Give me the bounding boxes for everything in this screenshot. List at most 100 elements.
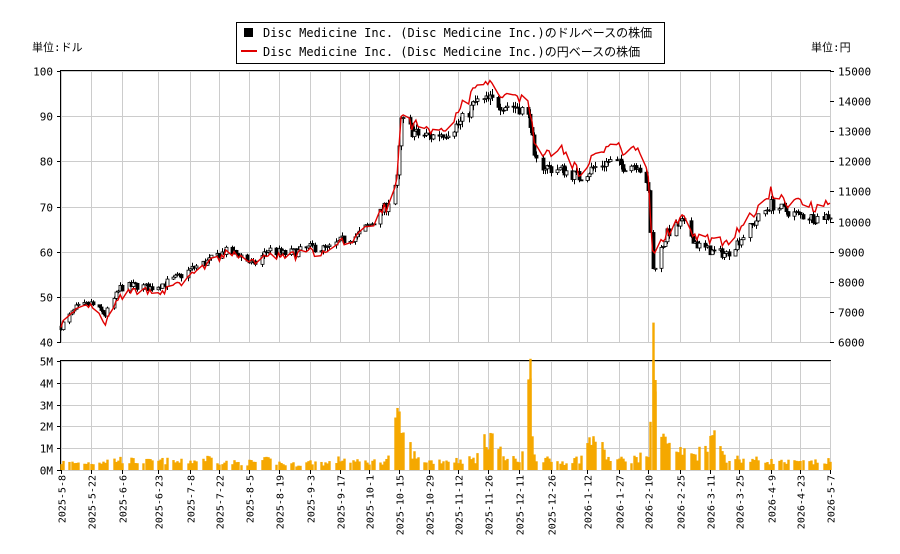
x-tick-label: 2025-12-26 — [548, 475, 559, 535]
volume-bar — [683, 448, 686, 470]
volume-bar — [189, 460, 192, 470]
volume-bar — [275, 464, 278, 470]
volume-bar — [98, 462, 101, 470]
volume-bar — [161, 457, 164, 470]
candle-body — [801, 214, 806, 220]
candle-body — [76, 303, 81, 306]
volume-bar — [795, 460, 798, 470]
y-right-tick-label: 15000 — [838, 66, 871, 79]
candle-body — [619, 158, 624, 166]
volume-bar — [491, 433, 494, 470]
volume-bar — [314, 461, 317, 470]
volume-bar — [102, 461, 105, 470]
candle-body — [621, 164, 626, 172]
x-tick-label: 2025-6-6 — [119, 475, 130, 523]
x-tick-label: 2025-9-3 — [307, 475, 318, 523]
volume-bar — [358, 461, 361, 470]
volume-bar — [307, 461, 310, 470]
volume-bar — [432, 463, 435, 470]
volume-bar — [142, 463, 145, 470]
volume-bar — [373, 459, 376, 470]
candle-body — [777, 208, 782, 211]
volume-bar — [151, 460, 154, 470]
y-right-tick-label: 10000 — [838, 217, 871, 230]
legend: Disc Medicine Inc. (Disc Medicine Inc.)の… — [236, 22, 665, 64]
volume-bar — [755, 456, 758, 470]
candle-body — [131, 282, 136, 287]
volume-bar — [622, 458, 625, 470]
volume-bar — [749, 461, 752, 470]
volume-bar — [662, 433, 665, 470]
volume-bar — [580, 455, 583, 470]
volume-bar — [413, 451, 416, 470]
candle-body — [291, 248, 296, 251]
candle-body — [194, 265, 199, 269]
volume-bar — [645, 456, 648, 470]
candle-body — [260, 255, 265, 265]
volume-bar — [438, 459, 441, 470]
volume-bar — [385, 458, 388, 470]
volume-bar — [814, 459, 817, 470]
volume-bar — [447, 461, 450, 470]
volume-bar — [147, 458, 150, 470]
volume-bar — [430, 460, 433, 470]
volume-bar — [793, 460, 796, 470]
x-tick-label: 2025-10-29 — [426, 475, 437, 535]
volume-bar — [489, 432, 492, 470]
volume-bar — [639, 452, 642, 470]
volume-bar — [571, 463, 574, 470]
volume-bar — [461, 463, 464, 470]
y-volume-tick-label: 2M — [40, 421, 54, 434]
candle-body — [490, 94, 495, 98]
volume-bar — [400, 432, 403, 470]
volume-bar — [335, 463, 338, 470]
candle-body — [712, 249, 717, 252]
volume-bar — [352, 460, 355, 470]
candle-body — [549, 166, 554, 174]
candle-body — [67, 313, 72, 323]
candle-body — [520, 107, 525, 115]
volume-bar — [309, 460, 312, 470]
volume-bar — [263, 457, 266, 470]
volume-bar — [145, 458, 148, 470]
volume-bar — [90, 463, 93, 470]
candle-body — [653, 267, 658, 270]
volume-bar — [381, 464, 384, 470]
candle-body — [663, 241, 668, 247]
volume-bar — [725, 462, 728, 470]
candle-body — [629, 165, 634, 172]
volume-bar — [134, 463, 137, 470]
volume-bar — [415, 458, 418, 470]
candle-body — [798, 212, 803, 215]
volume-bar — [550, 461, 553, 470]
volume-bar — [246, 465, 249, 470]
volume-bar — [787, 459, 790, 470]
candle-body — [623, 170, 628, 173]
y-volume-tick-label: 1M — [40, 443, 54, 456]
candle-body — [283, 250, 288, 255]
volume-bar — [62, 460, 65, 470]
volume-bar — [679, 447, 682, 470]
volume-bar — [514, 458, 517, 470]
volume-bar — [423, 462, 426, 470]
y-volume-tick-label: 5M — [40, 356, 54, 369]
volume-bar — [440, 463, 443, 470]
volume-bar — [223, 462, 226, 470]
volume-bar — [780, 459, 783, 470]
volume-bar — [252, 461, 255, 470]
volume-bar — [174, 462, 177, 470]
volume-bar — [533, 454, 536, 470]
volume-bar — [535, 461, 538, 470]
volume-bar — [349, 462, 352, 470]
volume-bar — [829, 461, 832, 470]
volume-bar — [592, 436, 595, 470]
volume-bar — [548, 458, 551, 470]
x-tick-label: 2026-4-9 — [768, 475, 779, 523]
volume-bar — [518, 462, 521, 470]
volume-bar — [588, 437, 591, 470]
volume-bar — [366, 462, 369, 470]
volume-bar — [603, 449, 606, 470]
x-tick-label: 2025-10-1 — [366, 475, 377, 529]
volume-bar — [668, 442, 671, 470]
